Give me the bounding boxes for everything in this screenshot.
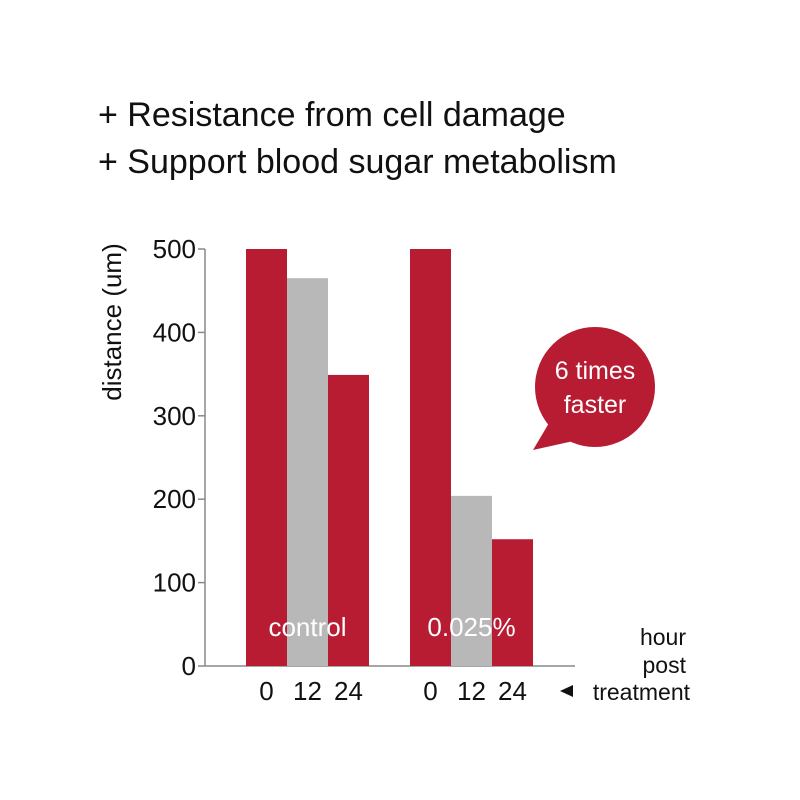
group-labels: control 0.025% bbox=[268, 612, 515, 642]
x-tick-label: 0 bbox=[423, 676, 437, 706]
y-tick-label: 300 bbox=[153, 401, 196, 431]
x-tick-label: 0 bbox=[259, 676, 273, 706]
y-axis-label: distance (um) bbox=[97, 243, 127, 401]
x-unit-line-1: hour bbox=[640, 624, 686, 650]
y-tick-label: 400 bbox=[153, 317, 196, 347]
x-unit-line-3: treatment bbox=[593, 679, 691, 705]
bubble-line-1: 6 times bbox=[555, 357, 636, 385]
x-tick-label: 24 bbox=[498, 676, 527, 706]
x-tick-label: 12 bbox=[457, 676, 486, 706]
bubble-line-2: faster bbox=[564, 391, 627, 419]
y-tick-label: 500 bbox=[153, 234, 196, 264]
x-tick-label: 24 bbox=[334, 676, 363, 706]
x-tick-label: 12 bbox=[293, 676, 322, 706]
bar-1-1 bbox=[451, 495, 492, 666]
arrow-left-icon bbox=[560, 685, 573, 697]
y-tick-label: 200 bbox=[153, 484, 196, 514]
bar-1-2 bbox=[492, 539, 533, 666]
bar-1-0 bbox=[410, 249, 451, 666]
bar-0-1 bbox=[287, 278, 328, 666]
annotation-bubble: 6 times faster bbox=[533, 327, 655, 450]
speech-bubble-icon bbox=[535, 327, 655, 447]
bars bbox=[246, 249, 533, 666]
x-tick-labels: 0 12 24 0 12 24 bbox=[259, 676, 527, 706]
group-label: control bbox=[268, 612, 346, 642]
group-label: 0.025% bbox=[427, 612, 515, 642]
bar-0-2 bbox=[328, 374, 369, 666]
speech-bubble-tail bbox=[533, 418, 578, 450]
bar-0-0 bbox=[246, 249, 287, 666]
headline-line-2: + Support blood sugar metabolism bbox=[98, 143, 617, 181]
headline-line-1: + Resistance from cell damage bbox=[98, 96, 566, 134]
y-ticks: 0 100 200 300 400 500 bbox=[153, 234, 205, 681]
y-tick-label: 0 bbox=[182, 651, 196, 681]
x-unit-line-2: post bbox=[643, 652, 687, 678]
y-tick-label: 100 bbox=[153, 568, 196, 598]
